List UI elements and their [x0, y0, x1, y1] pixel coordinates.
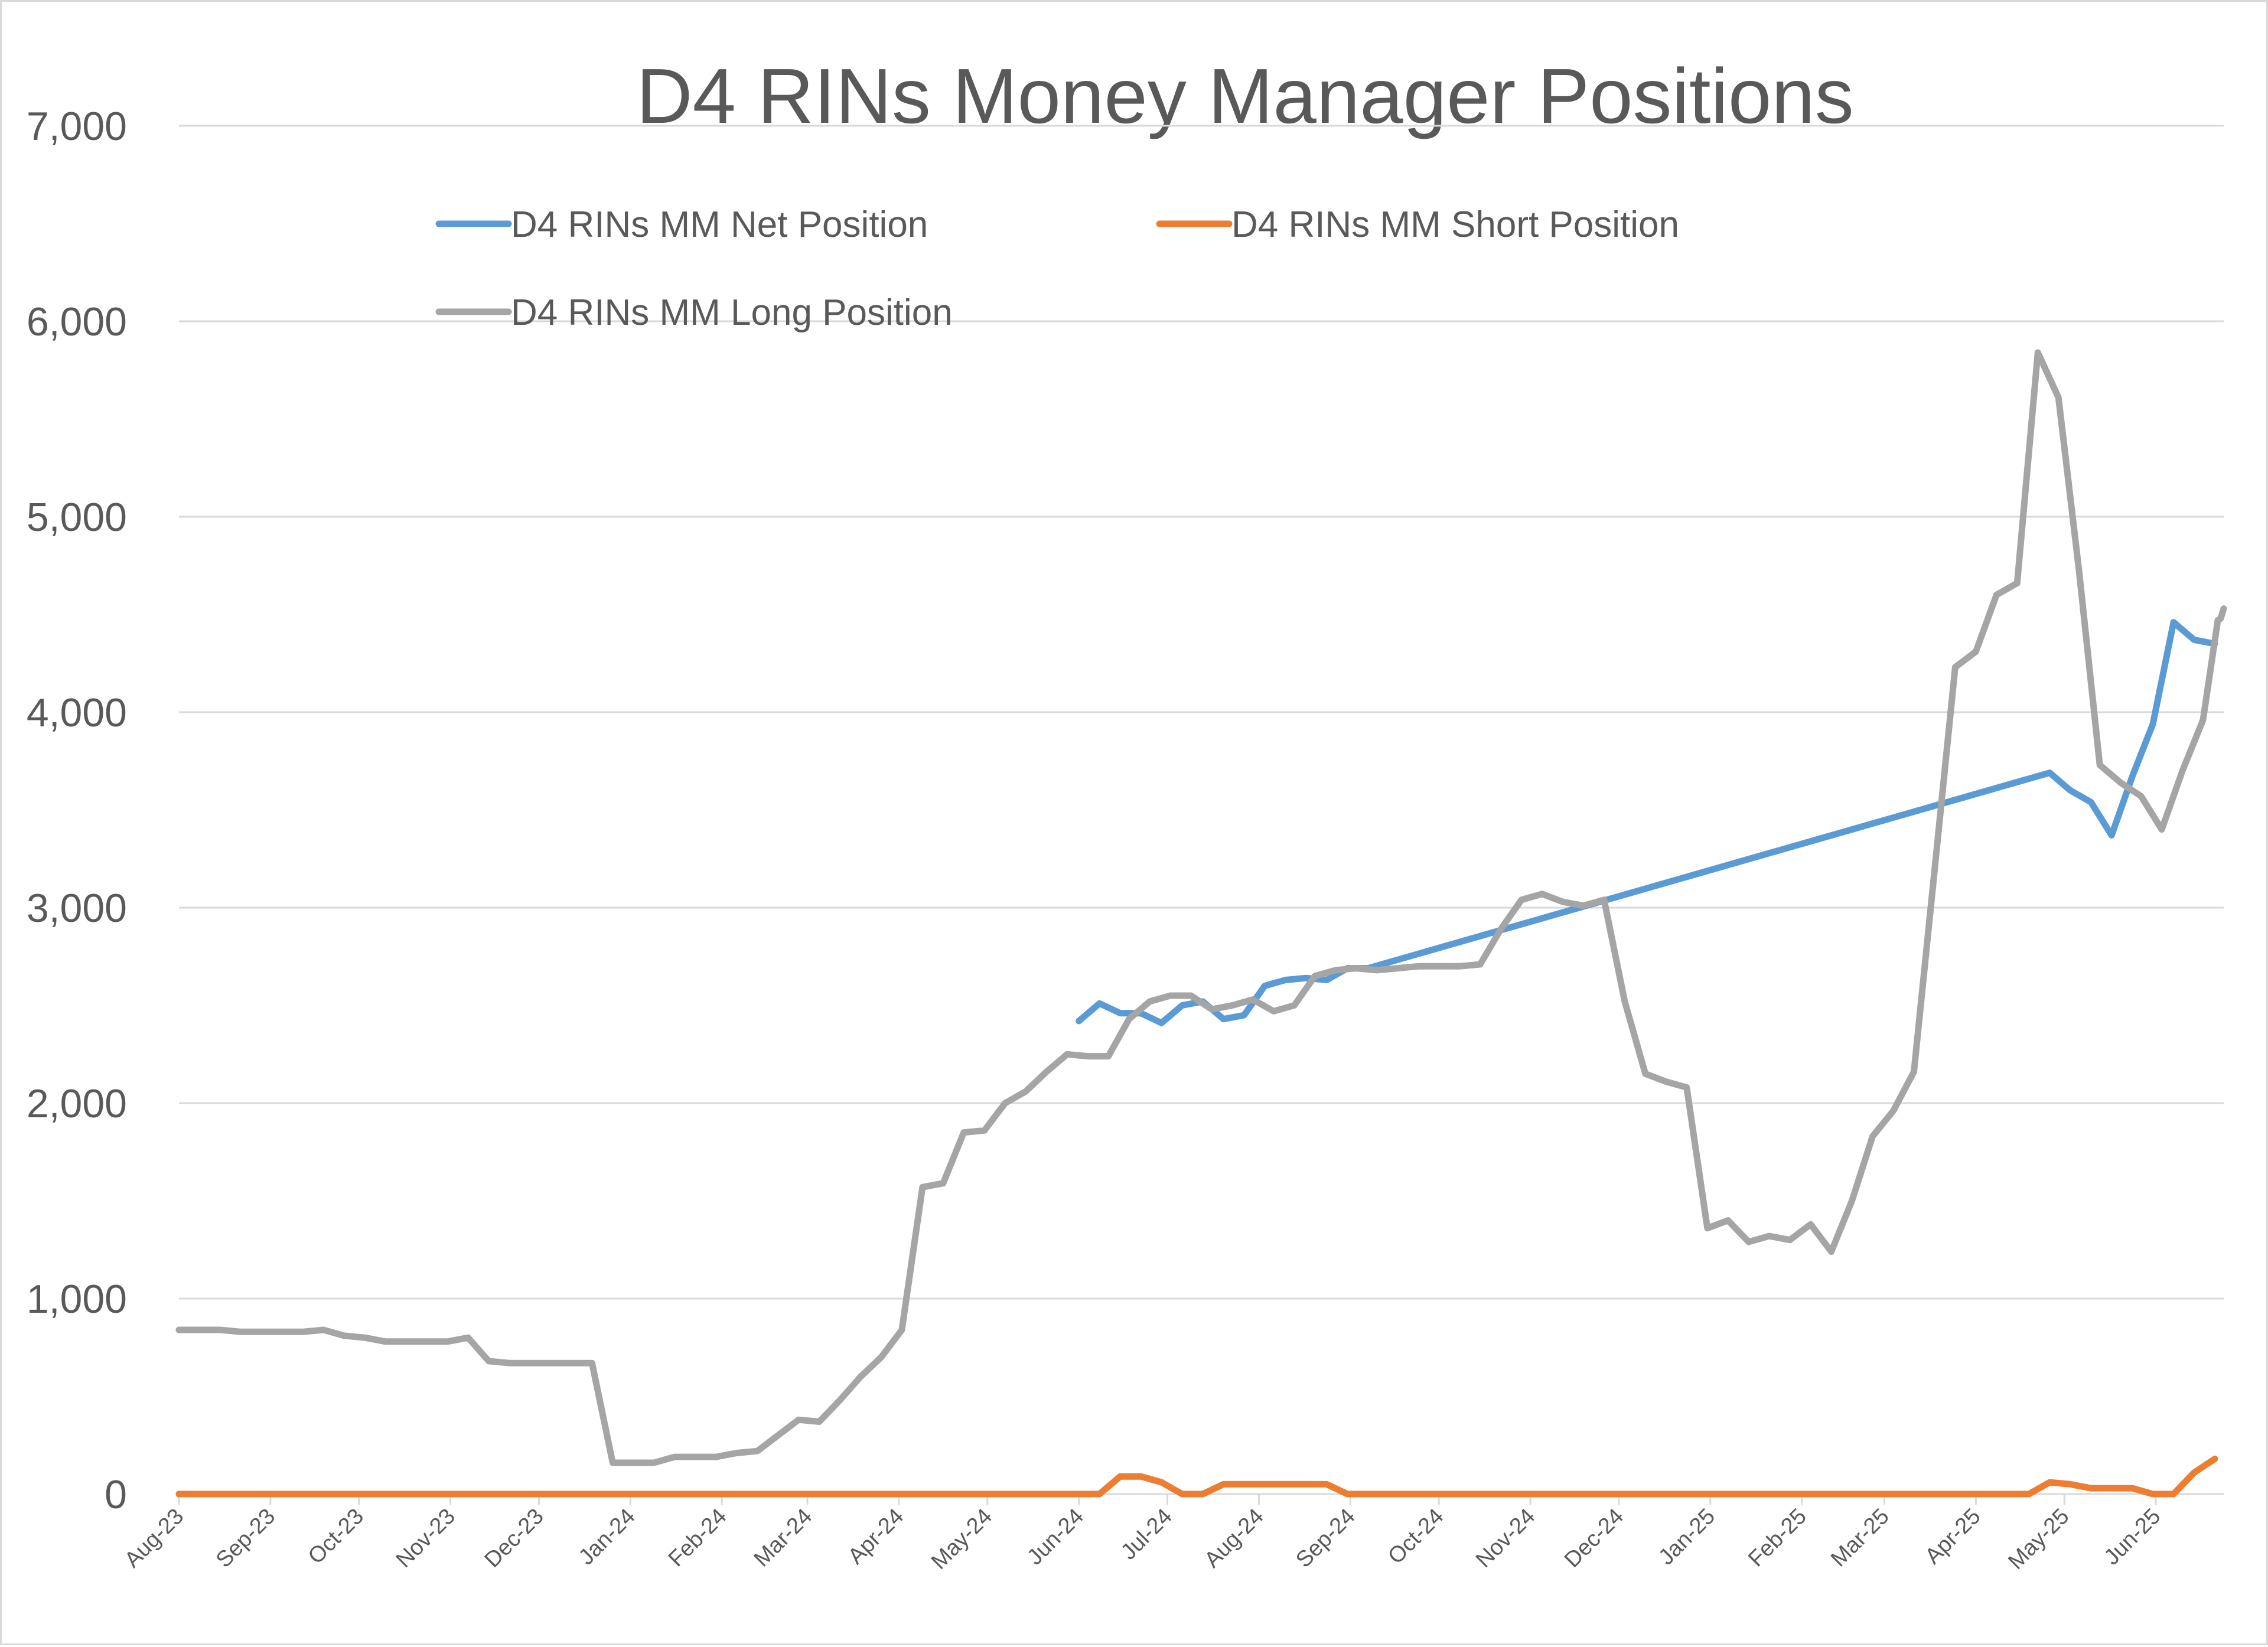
x-tick-label: Sep-24 [1291, 1504, 1360, 1573]
x-tick-label: Oct-24 [1383, 1504, 1448, 1569]
y-tick-label: 5,000 [27, 495, 127, 540]
y-tick-label: 6,000 [27, 299, 127, 344]
x-tick-label: May-24 [927, 1504, 997, 1574]
x-tick-label: Dec-24 [1560, 1504, 1628, 1573]
x-tick-label: Feb-24 [664, 1504, 732, 1572]
x-tick-label: Apr-24 [843, 1504, 908, 1569]
series-lines [175, 349, 2227, 1498]
y-tick-label: 2,000 [27, 1081, 127, 1126]
legend-label: D4 RINs MM Short Position [1231, 204, 1679, 245]
x-tick-label: Jun-25 [2100, 1504, 2166, 1570]
x-tick-label: Nov-24 [1471, 1504, 1540, 1573]
gridlines [179, 125, 2224, 1300]
y-axis: 0 1,000 2,000 3,000 4,000 5,000 6,000 7,000 [27, 104, 127, 1517]
x-axis: Aug-23 Sep-23 Oct-23 Nov-23 Dec-23 Jan-24 Feb-… [120, 1493, 2224, 1574]
series-line [175, 349, 2227, 1466]
x-tick-label: Nov-23 [392, 1504, 460, 1573]
y-tick-label: 4,000 [27, 690, 127, 735]
y-tick-label: 7,000 [27, 104, 127, 149]
x-tick-label: Jul-24 [1116, 1504, 1177, 1565]
x-tick-label: Mar-25 [1826, 1504, 1894, 1572]
legend-label: D4 RINs MM Net Position [511, 204, 928, 245]
x-tick-label: Dec-23 [480, 1504, 549, 1573]
x-tick-label: Aug-24 [1200, 1504, 1268, 1573]
x-tick-label: Apr-25 [1920, 1504, 1985, 1569]
x-tick-label: Feb-25 [1744, 1504, 1811, 1572]
x-tick-label: May-25 [2003, 1504, 2074, 1574]
y-tick-label: 1,000 [27, 1277, 127, 1322]
y-tick-label: 0 [105, 1472, 127, 1517]
x-tick-label: Jan-24 [574, 1504, 640, 1570]
legend: D4 RINs MM Net Position D4 RINs MM Short … [435, 204, 1679, 333]
legend-label: D4 RINs MM Long Position [511, 292, 953, 333]
series-line [175, 1455, 2218, 1498]
x-tick-label: Jun-24 [1022, 1504, 1089, 1570]
x-tick-label: Aug-23 [120, 1504, 188, 1573]
x-tick-label: Mar-24 [750, 1504, 817, 1572]
y-tick-label: 3,000 [27, 886, 127, 931]
series-line [1076, 619, 2218, 1026]
x-tick-label: Sep-23 [211, 1504, 280, 1573]
x-tick-label: Jan-25 [1654, 1504, 1720, 1570]
x-tick-label: Oct-23 [304, 1504, 369, 1569]
